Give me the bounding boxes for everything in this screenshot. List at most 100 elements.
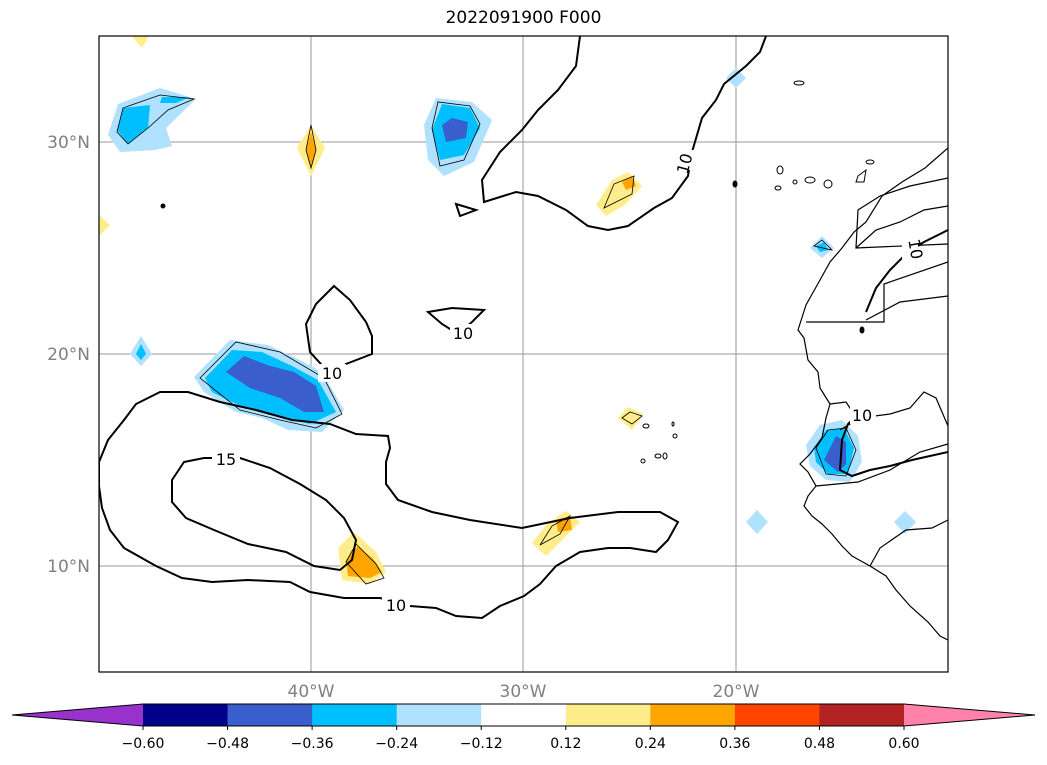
lon-label-40w: 40°W: [288, 682, 335, 702]
colorbar-tick-label: 0.36: [719, 736, 750, 752]
contour-10-small-1: [454, 202, 480, 218]
colorbar-extend-high: [904, 704, 1035, 726]
anomaly-outline: [813, 239, 834, 251]
contour-label: 15: [216, 450, 236, 469]
island: [672, 433, 678, 439]
colorbar-tick-label: −0.12: [460, 736, 503, 752]
border-line: [806, 261, 948, 323]
contour-15-loop: [171, 457, 358, 572]
shaded-anomalies: [99, 36, 916, 584]
colorbar-tick-label: −0.24: [375, 736, 418, 752]
colorbar-swatch: [312, 704, 398, 726]
colorbar-tick-label: −0.36: [291, 736, 334, 752]
island: [662, 452, 668, 460]
contour-label: 10: [852, 406, 872, 425]
contour-10-main: [99, 391, 680, 620]
island: [865, 159, 875, 165]
island: [732, 180, 738, 188]
latitude-labels: 30°N 20°N 10°N: [47, 133, 90, 577]
island: [671, 421, 675, 427]
anomaly-outline: [815, 427, 857, 477]
contour-label: 10: [904, 237, 926, 260]
contour-label: 10: [453, 324, 473, 343]
anomaly-blob: [136, 344, 146, 360]
colorbar-tick-label: −0.60: [122, 736, 165, 752]
border-line: [869, 519, 948, 567]
anomaly-blob: [99, 215, 110, 236]
colorbar-swatch: [227, 704, 313, 726]
border-line: [855, 177, 948, 249]
island: [654, 453, 662, 459]
lat-label-20n: 20°N: [47, 345, 90, 365]
colorbar-swatch: [565, 704, 651, 726]
coastlines: [797, 147, 948, 641]
anomaly-blob: [746, 510, 768, 534]
anomaly-outlines: [116, 94, 857, 585]
contour-label: 10: [673, 151, 697, 176]
island: [804, 176, 816, 184]
colorbar-extend-low: [12, 704, 143, 726]
islands: [160, 80, 875, 464]
border-line: [865, 295, 948, 321]
anomaly-blob: [442, 118, 468, 142]
island: [823, 179, 833, 189]
anomaly-outline: [116, 94, 196, 145]
border-line: [815, 443, 948, 487]
colorbar-swatch: [396, 704, 482, 726]
island: [160, 203, 166, 209]
lat-label-10n: 10°N: [47, 557, 90, 577]
island: [792, 179, 798, 185]
anomaly-blob: [117, 105, 150, 144]
contour-label: 10: [322, 364, 342, 383]
anomaly-outline: [431, 101, 481, 167]
island: [642, 423, 650, 429]
anomaly-blob: [894, 511, 916, 534]
island: [855, 168, 867, 183]
anomaly-blob: [618, 407, 644, 430]
island: [776, 165, 784, 175]
anomaly-outline: [539, 514, 572, 546]
island: [793, 80, 805, 86]
colorbar-tick-label: −0.48: [206, 736, 249, 752]
coastline-africa: [797, 147, 948, 641]
lon-label-30w: 30°W: [500, 682, 547, 702]
contour-10-loop: [304, 284, 373, 376]
contour-label: 10: [386, 596, 406, 615]
lat-label-30n: 30°N: [47, 133, 90, 153]
colorbar-tick-label: 0.12: [550, 736, 581, 752]
colorbar-tick-label: 0.24: [635, 736, 666, 752]
border-line: [855, 205, 948, 249]
colorbar: −0.60 −0.48 −0.36 −0.24 −0.12 0.12 0.24 0.36 0.4…: [11, 703, 1036, 752]
colorbar-swatch: [143, 704, 229, 726]
colorbar-swatch: [650, 704, 736, 726]
anomaly-blob: [726, 68, 746, 88]
anomaly-blob: [131, 36, 149, 48]
colorbar-swatch: [481, 704, 567, 726]
contour-10-africa-north: [865, 229, 948, 313]
anomaly-blob: [160, 97, 190, 103]
island: [859, 326, 865, 334]
colorbar-swatch: [819, 704, 905, 726]
anomaly-outline: [199, 341, 343, 429]
anomaly-outline: [305, 124, 317, 170]
lon-label-20w: 20°W: [713, 682, 760, 702]
anomaly-blob: [596, 172, 642, 216]
contour-10-small-2: [425, 306, 487, 336]
longitude-labels: 40°W 30°W 20°W: [288, 682, 760, 702]
anomaly-outline: [603, 175, 635, 209]
colorbar-tick-label: 0.48: [804, 736, 835, 752]
map-title: 2022091900 F000: [445, 8, 602, 28]
contour-10-north: [480, 36, 767, 232]
island: [774, 185, 782, 191]
anomaly-blob: [816, 242, 828, 252]
map-frame: [98, 35, 949, 673]
island: [640, 458, 646, 464]
anomaly-blob: [226, 356, 324, 412]
anomaly-blob: [346, 546, 382, 578]
anomaly-outline: [621, 411, 643, 425]
colorbar-tick-label: 0.60: [888, 736, 919, 752]
contour-label-group: 10 10 10 10 15 10 10: [212, 150, 927, 615]
contour-10-africa: [838, 409, 948, 478]
colorbar-swatch: [734, 704, 820, 726]
